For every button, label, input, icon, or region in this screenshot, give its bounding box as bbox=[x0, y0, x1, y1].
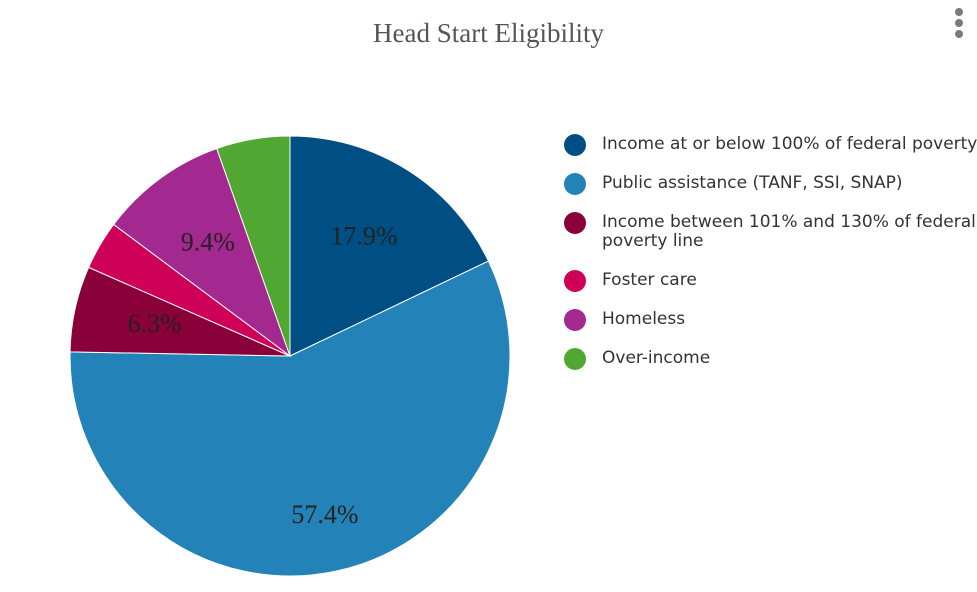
legend-label-5: Homeless bbox=[602, 309, 686, 329]
pie-data-labels: 17.9% 57.4% 6.3% 9.4% bbox=[128, 222, 398, 530]
legend-label-2: Public assistance (TANF, SSI, SNAP) bbox=[602, 173, 903, 193]
more-vertical-icon bbox=[955, 8, 963, 16]
legend-item-5[interactable]: Homeless bbox=[564, 307, 977, 331]
pie-data-label-3: 6.3% bbox=[128, 309, 182, 338]
legend-item-6[interactable]: Over-income bbox=[564, 346, 977, 370]
pie-slice-1[interactable] bbox=[289, 135, 490, 357]
pie-data-label-5: 9.4% bbox=[181, 227, 235, 256]
legend-swatch-2 bbox=[564, 173, 586, 195]
chart-title: Head Start Eligibility bbox=[373, 18, 604, 48]
legend-swatch-6 bbox=[564, 348, 586, 370]
legend-label-3-line-1: Income between 101% and 130% of federal bbox=[602, 212, 976, 232]
chart-menu-button[interactable] bbox=[948, 6, 972, 42]
legend-item-1[interactable]: Income at or below 100% of federal pover… bbox=[564, 132, 977, 156]
chart-legend: Income at or below 100% of federal pover… bbox=[564, 132, 977, 385]
pie-slice-6[interactable] bbox=[216, 135, 291, 357]
pie-data-label-1: 17.9% bbox=[330, 222, 397, 251]
legend-label-6: Over-income bbox=[602, 348, 711, 368]
legend-label-4: Foster care bbox=[602, 270, 697, 290]
pie-slice-5[interactable] bbox=[112, 147, 292, 358]
legend-item-4[interactable]: Foster care bbox=[564, 268, 977, 292]
pie-data-label-2: 57.4% bbox=[291, 500, 358, 529]
legend-label-3-line-2: poverty line bbox=[602, 231, 704, 251]
legend-swatch-1 bbox=[564, 134, 586, 156]
pie-slices bbox=[69, 135, 511, 577]
legend-item-2[interactable]: Public assistance (TANF, SSI, SNAP) bbox=[564, 171, 977, 195]
legend-item-3[interactable]: Income between 101% and 130% of federal p… bbox=[564, 210, 977, 251]
legend-swatch-4 bbox=[564, 270, 586, 292]
legend-swatch-5 bbox=[564, 309, 586, 331]
pie-slice-2[interactable] bbox=[69, 260, 511, 577]
legend-label-1: Income at or below 100% of federal pover… bbox=[602, 134, 977, 154]
legend-swatch-3 bbox=[564, 212, 586, 234]
